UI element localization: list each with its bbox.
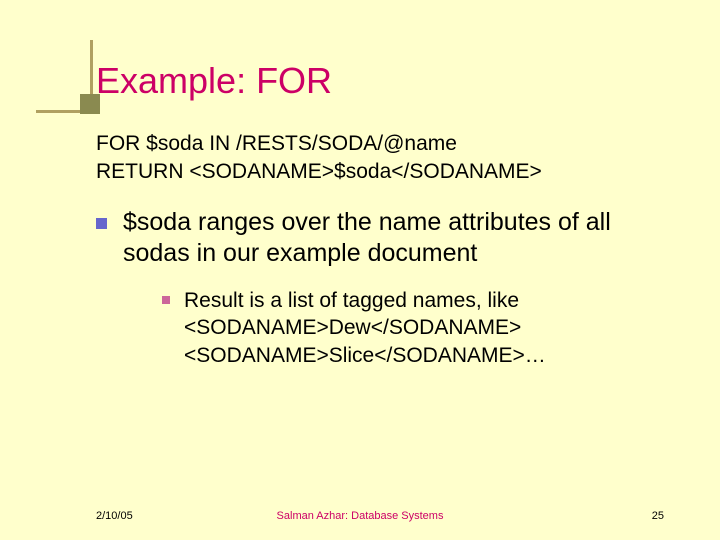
footer-page-number: 25 (652, 510, 664, 522)
code-line: FOR $soda IN /RESTS/SODA/@name (96, 130, 720, 158)
footer: 2/10/05 Salman Azhar: Database Systems 2… (0, 510, 720, 522)
code-line: RETURN <SODANAME>$soda</SODANAME> (96, 158, 720, 186)
slide-title: Example: FOR (96, 60, 720, 102)
title-block: Example: FOR (96, 60, 720, 102)
slide: Example: FOR FOR $soda IN /RESTS/SODA/@n… (0, 0, 720, 540)
code-block: FOR $soda IN /RESTS/SODA/@name RETURN <S… (96, 130, 720, 187)
bullet-sub-line: <SODANAME>Slice</SODANAME>… (184, 342, 546, 369)
accent-vertical-bar (90, 40, 93, 96)
bullet-sub-line: Result is a list of tagged names, like (184, 287, 546, 314)
bullet-text: Result is a list of tagged names, like <… (184, 287, 546, 369)
footer-date: 2/10/05 (96, 510, 133, 522)
accent-square-icon (80, 94, 100, 114)
bullet-level-1: $soda ranges over the name attributes of… (96, 207, 720, 270)
bullet-text: $soda ranges over the name attributes of… (123, 207, 680, 270)
bullet-level-2: Result is a list of tagged names, like <… (162, 287, 720, 369)
square-bullet-icon (96, 218, 107, 229)
square-bullet-icon (162, 296, 170, 304)
bullet-sub-line: <SODANAME>Dew</SODANAME> (184, 314, 546, 341)
footer-author: Salman Azhar: Database Systems (277, 510, 444, 522)
